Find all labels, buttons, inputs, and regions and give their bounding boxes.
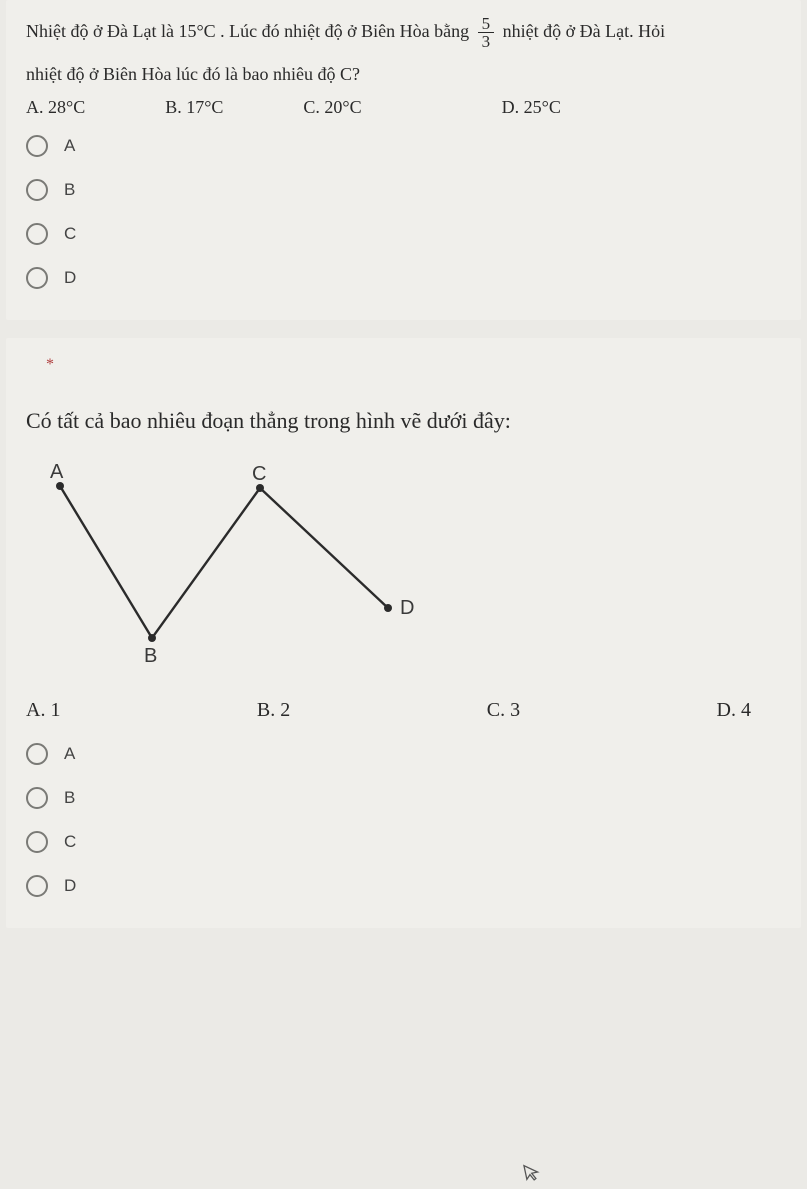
- segment-BC: [152, 488, 260, 638]
- q1-text-line2: nhiệt độ ở Biên Hòa lúc đó là bao nhiêu …: [26, 57, 781, 91]
- radio-label: C: [64, 832, 76, 852]
- q2-title: Có tất cả bao nhiêu đoạn thẳng trong hìn…: [26, 408, 781, 434]
- radio-icon: [26, 223, 48, 245]
- q1-choice-a: A. 28°C: [26, 97, 85, 118]
- cursor-icon: [522, 1161, 545, 1189]
- q1-option-b[interactable]: B: [26, 168, 781, 212]
- q1-radio-group: A B C D: [26, 124, 781, 300]
- q2-option-c[interactable]: C: [26, 820, 781, 864]
- q1-choice-b: B. 17°C: [165, 97, 223, 118]
- q1-choice-d: D. 25°C: [502, 97, 561, 118]
- question-1-card: Nhiệt độ ở Đà Lạt là 15°C . Lúc đó nhiệt…: [6, 0, 801, 320]
- segment-AB: [60, 486, 152, 638]
- q2-choice-a: A. 1: [26, 699, 60, 722]
- q2-figure: A B C D: [26, 458, 781, 673]
- point-C: [256, 484, 264, 492]
- q1-option-c[interactable]: C: [26, 212, 781, 256]
- q1-text-part1: Nhiệt độ ở Đà Lạt là 15°C . Lúc đó nhiệt…: [26, 21, 469, 41]
- q1-answer-row: A. 28°C B. 17°C C. 20°C D. 25°C: [26, 97, 781, 118]
- fraction: 5 3: [478, 15, 495, 52]
- segment-CD: [260, 488, 388, 608]
- radio-label: D: [64, 268, 76, 288]
- radio-label: D: [64, 876, 76, 896]
- q2-choice-c: C. 3: [487, 699, 520, 722]
- q2-option-b[interactable]: B: [26, 776, 781, 820]
- q1-text-line1: Nhiệt độ ở Đà Lạt là 15°C . Lúc đó nhiệt…: [26, 14, 781, 51]
- radio-label: A: [64, 136, 75, 156]
- point-label-D: D: [400, 597, 414, 619]
- q2-choice-d: D. 4: [717, 699, 751, 722]
- q2-option-a[interactable]: A: [26, 732, 781, 776]
- point-label-A: A: [50, 461, 64, 483]
- radio-icon: [26, 179, 48, 201]
- q1-choice-c: C. 20°C: [303, 97, 361, 118]
- point-label-B: B: [144, 645, 157, 667]
- fraction-numerator: 5: [478, 15, 495, 34]
- point-A: [56, 482, 64, 490]
- required-asterisk: *: [26, 352, 781, 374]
- q1-option-a[interactable]: A: [26, 124, 781, 168]
- question-2-card: * Có tất cả bao nhiêu đoạn thẳng trong h…: [6, 338, 801, 928]
- radio-icon: [26, 743, 48, 765]
- q1-text-part2: nhiệt độ ở Đà Lạt. Hỏi: [503, 21, 665, 41]
- q1-option-d[interactable]: D: [26, 256, 781, 300]
- radio-icon: [26, 267, 48, 289]
- radio-icon: [26, 875, 48, 897]
- point-B: [148, 634, 156, 642]
- q2-choice-b: B. 2: [257, 699, 290, 722]
- radio-icon: [26, 787, 48, 809]
- segments-diagram: A B C D: [26, 458, 446, 668]
- q2-option-d[interactable]: D: [26, 864, 781, 908]
- radio-label: B: [64, 180, 75, 200]
- point-label-C: C: [252, 463, 266, 485]
- q2-answer-row: A. 1 B. 2 C. 3 D. 4: [26, 699, 781, 722]
- radio-icon: [26, 135, 48, 157]
- fraction-denominator: 3: [478, 33, 495, 51]
- q2-radio-group: A B C D: [26, 732, 781, 908]
- radio-icon: [26, 831, 48, 853]
- radio-label: C: [64, 224, 76, 244]
- point-D: [384, 604, 392, 612]
- radio-label: B: [64, 788, 75, 808]
- radio-label: A: [64, 744, 75, 764]
